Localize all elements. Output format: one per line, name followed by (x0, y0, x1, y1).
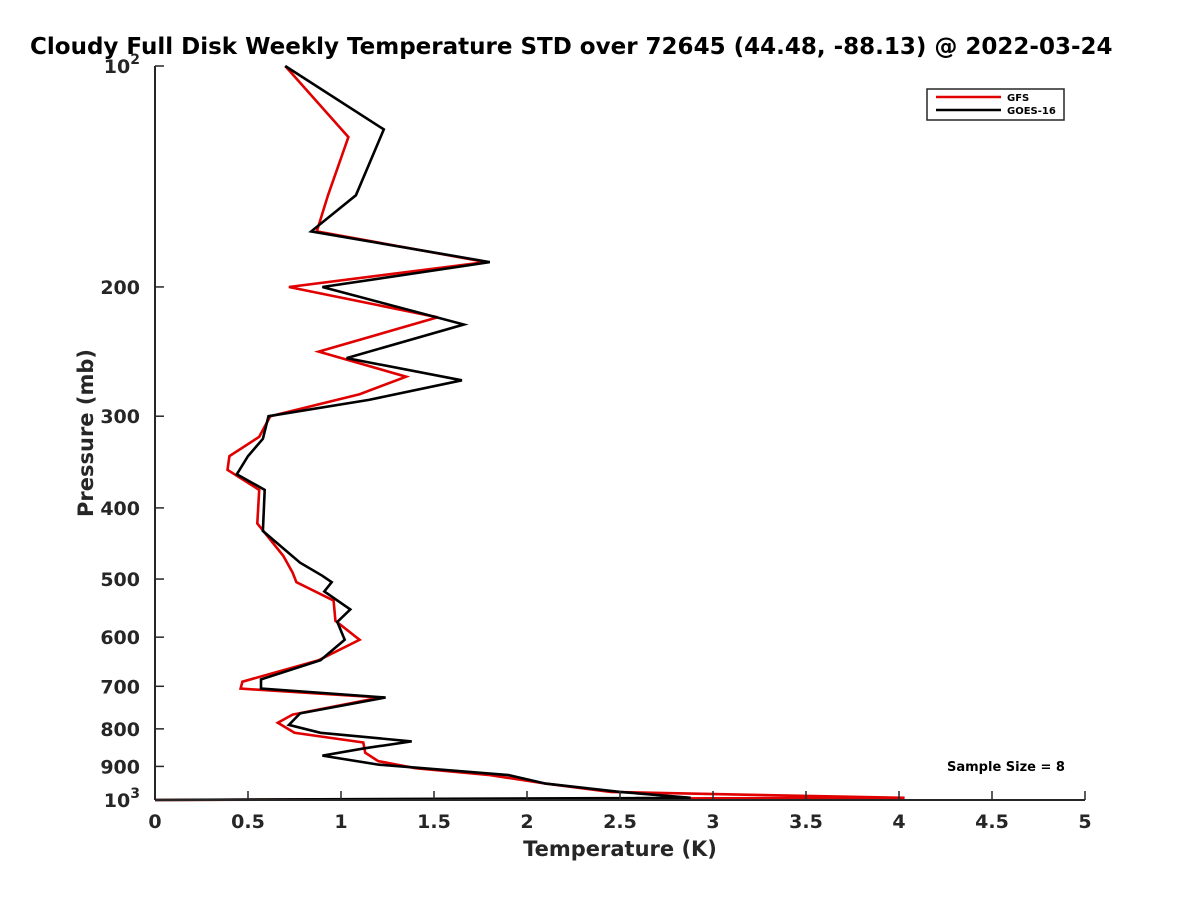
series-line-goes-16 (154, 64, 691, 802)
chart-title: Cloudy Full Disk Weekly Temperature STD … (30, 34, 1113, 60)
y-tick-label: 400 (100, 498, 140, 520)
x-tick-label: 1 (334, 811, 347, 833)
y-tick-label: 103 (104, 786, 140, 812)
legend: GFS GOES-16 (926, 88, 1065, 121)
y-axis-label: Pressure (mb) (74, 349, 98, 517)
x-tick-label: 4 (892, 811, 905, 833)
x-tick-label: 4.5 (975, 811, 1009, 833)
x-tick-label: 2.5 (603, 811, 637, 833)
x-tick-label: 3 (706, 811, 719, 833)
x-tick-label: 2 (520, 811, 533, 833)
x-ticks: 0 0.5 1 1.5 2 2.5 3 3.5 4 4.5 5 (148, 791, 1092, 833)
y-tick-label: 300 (100, 406, 140, 428)
x-tick-label: 1.5 (417, 811, 451, 833)
y-tick-label: 800 (100, 719, 140, 741)
x-tick-label: 3.5 (789, 811, 823, 833)
x-axis-label: Temperature (K) (523, 837, 717, 861)
y-ticks: 102 200 300 400 500 600 700 800 900 103 (100, 52, 164, 812)
y-tick-label: 600 (100, 627, 140, 649)
x-tick-label: 5 (1078, 811, 1091, 833)
legend-goes16-label: GOES-16 (1007, 106, 1056, 117)
legend-box (926, 88, 1065, 121)
x-tick-label: 0.5 (231, 811, 265, 833)
x-tick-label: 0 (148, 811, 161, 833)
y-tick-label: 900 (100, 756, 140, 778)
plot-area (154, 64, 905, 802)
legend-gfs-label: GFS (1007, 93, 1029, 104)
y-tick-label: 500 (100, 569, 140, 591)
y-tick-label: 102 (104, 52, 140, 78)
y-tick-label: 200 (100, 277, 140, 299)
y-tick-label: 700 (100, 676, 140, 698)
sample-size-annotation: Sample Size = 8 (947, 760, 1065, 775)
